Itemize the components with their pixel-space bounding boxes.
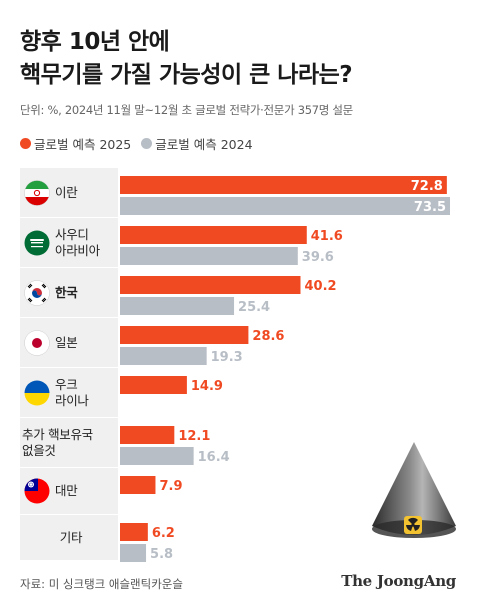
korea-flag-icon	[24, 279, 50, 306]
value-label-2024: 73.5	[414, 200, 446, 215]
row-label-text: 일본	[55, 334, 78, 350]
legend-label-2025: 글로벌 예측 2025	[34, 137, 132, 152]
bar-2025	[120, 426, 175, 444]
bar-2024	[120, 544, 147, 562]
ukraine-flag-icon	[24, 380, 50, 405]
legend-swatch-2025	[20, 138, 31, 149]
row-divider	[20, 417, 118, 418]
row-label-taiwan: 대만	[24, 468, 118, 514]
saudi-flag-icon	[24, 230, 50, 255]
brand-logo: The JoongAng	[341, 572, 456, 590]
title-line-2: 핵무기를 가질 가능성이 큰 나라는?	[20, 62, 353, 88]
value-label-2025: 6.2	[152, 526, 175, 541]
bar-2025	[120, 326, 249, 344]
row-label-iran: 이란	[24, 168, 118, 217]
source-note: 자료: 미 싱크탱크 애슬랜틱카운슬	[20, 577, 183, 591]
row-divider	[20, 367, 118, 368]
japan-flag-icon	[24, 329, 50, 356]
row-divider	[20, 317, 118, 318]
bar-2024	[120, 347, 207, 365]
value-label-2024: 5.8	[150, 547, 173, 562]
row-label-text: 한국	[55, 284, 78, 300]
row-divider	[20, 467, 118, 468]
row-label-no-additional: 추가 핵보유국 없을것	[22, 418, 116, 467]
legend: 글로벌 예측 2025 글로벌 예측 2024	[20, 134, 253, 153]
row-label-japan: 일본	[24, 318, 118, 367]
nuclear-warhead-icon	[372, 442, 456, 538]
value-label-2025: 40.2	[304, 279, 336, 294]
row-divider	[20, 217, 118, 218]
bar-2024	[120, 197, 450, 215]
row-label-text: 우크 라이나	[55, 376, 89, 408]
bar-2024	[120, 447, 194, 465]
value-label-2025: 72.8	[411, 179, 443, 194]
row-label-text: 기타	[59, 529, 83, 545]
bar-2025	[120, 176, 447, 194]
bar-2025	[120, 476, 156, 494]
row-divider	[20, 267, 118, 268]
value-label-2025: 41.6	[311, 229, 343, 244]
row-label-text: 이란	[55, 184, 78, 200]
row-label-ukraine: 우크 라이나	[24, 368, 118, 417]
value-label-2025: 14.9	[191, 379, 223, 394]
subtitle: 단위: %, 2024년 11월 말~12월 초 글로벌 전략가·전문가 357…	[20, 103, 353, 117]
iran-flag-icon	[24, 179, 50, 206]
value-label-2024: 19.3	[211, 350, 243, 365]
row-label-text: 추가 핵보유국 없을것	[22, 426, 93, 458]
row-label-text: 대만	[55, 483, 78, 498]
bar-2025	[120, 276, 301, 294]
chart-title: 향후 10년 안에 핵무기를 가질 가능성이 큰 나라는?	[20, 26, 353, 92]
row-divider	[20, 514, 118, 515]
row-label-korea: 한국	[24, 268, 118, 317]
taiwan-flag-icon	[24, 478, 50, 504]
row-label-text: 사우디 아라비아	[55, 226, 100, 258]
bar-2024	[120, 297, 235, 315]
bar-2025	[120, 226, 307, 244]
value-label-2024: 39.6	[302, 250, 334, 265]
legend-item-2024: 글로벌 예측 2024	[141, 134, 253, 153]
legend-swatch-2024	[141, 138, 153, 149]
row-label-saudi-arabia: 사우디 아라비아	[24, 218, 118, 267]
value-label-2025: 7.9	[159, 479, 182, 494]
value-label-2024: 16.4	[198, 450, 230, 465]
bar-2024	[120, 247, 298, 265]
value-label-2025: 28.6	[252, 329, 284, 344]
legend-label-2024: 글로벌 예측 2024	[155, 137, 253, 152]
value-label-2024: 25.4	[238, 300, 270, 315]
row-label-other: 기타	[24, 515, 118, 560]
value-label-2025: 12.1	[178, 429, 210, 444]
title-line-1: 향후 10년 안에	[20, 29, 170, 55]
legend-item-2025: 글로벌 예측 2025	[20, 134, 131, 153]
bar-2025	[120, 523, 148, 541]
bar-2025	[120, 376, 187, 394]
